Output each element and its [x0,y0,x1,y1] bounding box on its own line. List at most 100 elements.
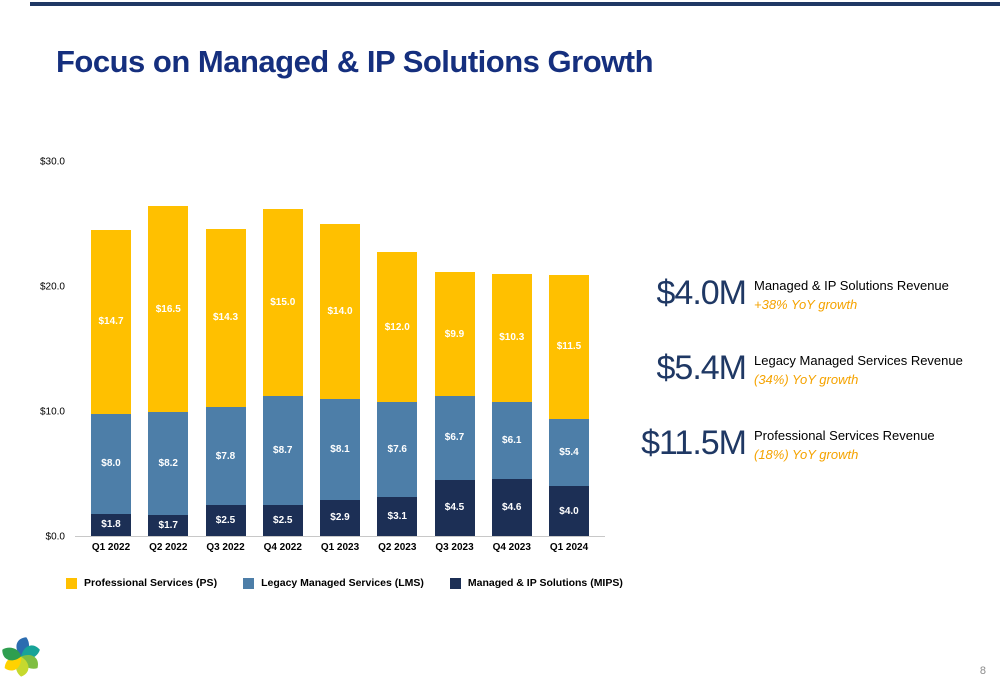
kpi-value: $5.4M [656,348,748,387]
legend-swatch [66,577,77,589]
legend-swatch [243,577,255,589]
bar-value-label: $7.6 [387,444,407,456]
bar-segment: $1.8 [91,513,131,536]
plot-area: $14.7 $8.0 $1.8 Q1 2022 $16.5 $8.2 $1.7 Q2 2022… [75,162,605,553]
kpi-value: $11.5M [641,423,747,462]
bar-segment: $2.5 [205,504,246,536]
bar-segment: $16.5 [148,206,189,413]
bar-segment: $4.5 [434,479,475,536]
bar-value-label: $11.5 [556,341,582,353]
legend-swatch [449,577,461,589]
bar-segment: $6.1 [491,402,532,479]
bar-segment: $5.4 [549,418,589,486]
kpi-callouts: $4.0M Managed & IP Solutions Revenue +38% … [628,274,993,501]
bar-q2-2023: $12.0 $7.6 $3.1 Q2 2023 [377,252,418,553]
bar-value-label: $16.5 [155,303,181,315]
bar-segment: $14.3 [205,228,246,408]
kpi-label: Legacy Managed Services Revenue [754,352,963,368]
x-axis-label: Q2 2022 [149,542,188,553]
bar-value-label: $8.7 [273,444,293,456]
y-axis-tick: $20.0 [39,281,65,293]
bar-value-label: $6.7 [444,432,465,444]
bar-value-label: $2.9 [330,512,350,524]
bar-value-label: $12.0 [384,321,410,333]
bar-segment: $12.0 [377,252,418,403]
bar-value-label: $8.1 [330,443,350,455]
bar-segment: $7.8 [205,407,246,505]
kpi-text: Managed & IP Solutions Revenue +38% YoY g… [754,276,949,312]
x-axis-label: Q2 2023 [378,542,417,553]
bar-segment: $10.3 [491,273,532,403]
bar-value-label: $10.3 [499,332,525,344]
bar-value-label: $9.9 [444,328,465,340]
kpi-label: Professional Services Revenue [754,427,935,443]
bar-value-label: $8.0 [101,458,121,469]
x-axis-label: Q4 2023 [492,542,531,553]
bar-segment: $14.7 [91,229,131,414]
bar-value-label: $5.4 [559,446,579,458]
bar-value-label: $7.8 [215,450,236,462]
bar-segment: $7.6 [377,402,418,498]
bar-segment: $3.1 [377,497,418,536]
bar-segment: $14.0 [320,223,360,399]
bar-segment: $1.7 [148,514,189,536]
x-axis-label: Q1 2023 [320,542,360,553]
bar-segment: $2.5 [262,504,303,536]
kpi-growth: (34%) YoY growth [754,371,859,387]
bar-segment: $8.7 [262,396,303,505]
bar-value-label: $2.5 [215,514,236,526]
y-axis-tick: $10.0 [39,406,65,418]
kpi-growth: +38% YoY growth [754,296,858,312]
legend-item: Legacy Managed Services (LMS) [243,577,424,589]
legend-label: Professional Services (PS) [84,577,218,589]
bar-q1-2024: $11.5 $5.4 $4.0 Q1 2024 [549,274,589,553]
company-flower-logo [2,637,40,677]
kpi-callout: $11.5M Professional Services Revenue (18%)… [628,423,993,462]
bar-q3-2022: $14.3 $7.8 $2.5 Q3 2022 [205,228,246,553]
legend-label: Managed & IP Solutions (MIPS) [467,577,623,589]
bar-segment: $2.9 [320,499,360,536]
kpi-callout: $5.4M Legacy Managed Services Revenue (34%… [628,348,993,387]
page-number: 8 [979,665,986,677]
bar-segment: $4.0 [549,486,589,536]
bar-segment: $8.1 [320,398,360,500]
x-axis-label: Q3 2023 [435,542,474,553]
bar-value-label: $15.0 [270,296,296,308]
bar-q1-2022: $14.7 $8.0 $1.8 Q1 2022 [91,229,131,553]
legend-label: Legacy Managed Services (LMS) [261,577,424,589]
bar-value-label: $14.0 [327,305,353,317]
bar-q3-2023: $9.9 $6.7 $4.5 Q3 2023 [434,272,475,553]
page-title: Focus on Managed & IP Solutions Growth [56,44,654,79]
x-axis-label: Q4 2022 [263,542,302,553]
x-axis-label: Q3 2022 [206,542,245,553]
y-axis: $30.0 $20.0 $10.0 $0.0 [30,157,75,543]
bar-segment: $4.6 [491,478,532,536]
bar-q4-2023: $10.3 $6.1 $4.6 Q4 2023 [491,273,532,553]
y-axis-tick: $0.0 [45,531,65,543]
top-accent-rule [30,2,1000,6]
kpi-callout: $4.0M Managed & IP Solutions Revenue +38% … [628,274,993,312]
bar-segment: $8.0 [91,413,131,514]
bar-value-label: $4.0 [559,505,579,517]
bar-value-label: $1.7 [158,519,178,531]
bar-value-label: $14.3 [212,312,239,324]
bar-value-label: $4.6 [502,501,522,513]
x-axis-label: Q1 2024 [549,542,589,553]
kpi-label: Managed & IP Solutions Revenue [754,278,949,293]
bar-segment: $9.9 [434,272,475,396]
kpi-growth: (18%) YoY growth [754,446,859,462]
bar-value-label: $3.1 [387,511,407,523]
stacked-bar-chart: $30.0 $20.0 $10.0 $0.0 $14.7 $8.0 $1.8 Q1 2022… [30,157,605,553]
bar-value-label: $8.2 [158,458,178,469]
legend-item: Managed & IP Solutions (MIPS) [449,577,623,589]
kpi-value: $4.0M [656,274,748,312]
bar-value-label: $1.8 [101,519,121,531]
bar-q1-2023: $14.0 $8.1 $2.9 Q1 2023 [320,223,360,553]
chart-legend: Professional Services (PS) Legacy Managed… [66,577,623,589]
x-axis-label: Q1 2022 [91,542,131,553]
kpi-text: Professional Services Revenue (18%) YoY g… [754,426,935,462]
bar-segment: $11.5 [549,274,589,419]
bar-segment: $6.7 [434,396,475,480]
bar-q4-2022: $15.0 $8.7 $2.5 Q4 2022 [262,208,303,553]
bar-value-label: $2.5 [273,514,293,526]
